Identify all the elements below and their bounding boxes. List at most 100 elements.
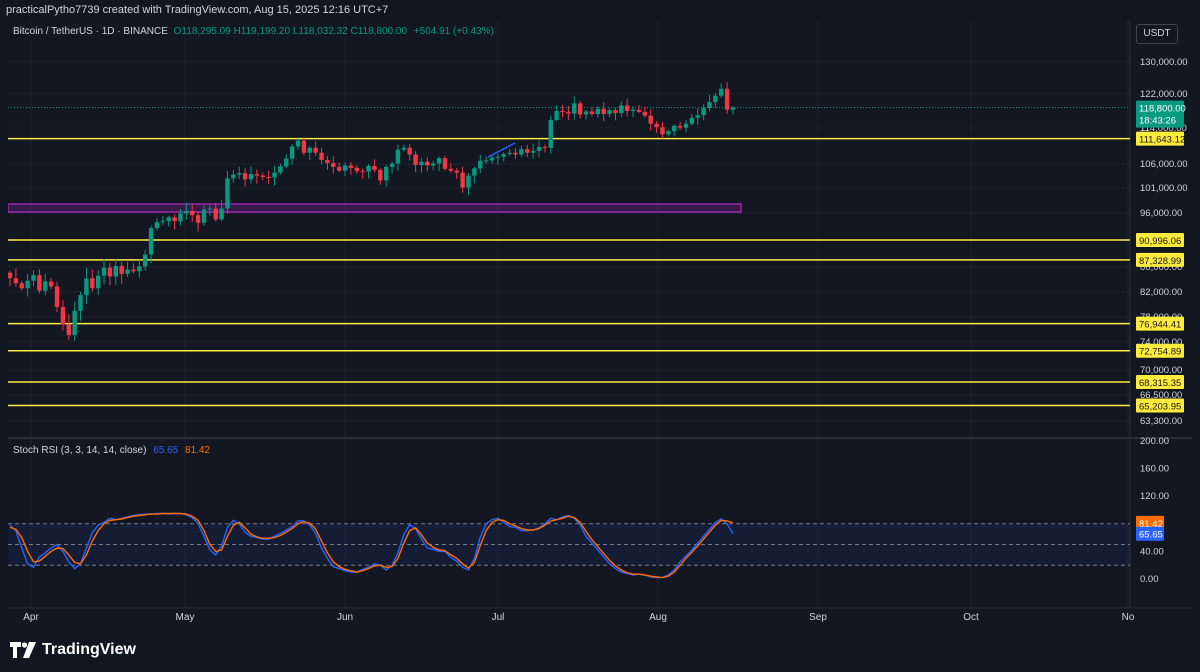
candle-body — [730, 107, 736, 110]
tradingview-logo-text: TradingView — [42, 641, 136, 658]
tradingview-logo[interactable]: TradingView — [10, 638, 136, 662]
chart-canvas[interactable]: 130,000.00 122,000.00 114,000.00 106,000.00… — [8, 20, 1192, 628]
candle-body — [478, 160, 483, 169]
price-axis-label: 96,000.00 — [1140, 208, 1182, 219]
candle-body — [313, 147, 318, 153]
candle-body — [31, 275, 36, 281]
candle-body — [719, 88, 724, 96]
price-axis-label: 122,000.00 — [1140, 89, 1188, 100]
candle-body — [519, 149, 524, 155]
price-axis-label: 86,000.00 — [1140, 262, 1182, 273]
candle-body — [172, 217, 177, 222]
candle-body — [348, 165, 354, 168]
candle-body — [713, 95, 718, 103]
time-axis-label: No — [1122, 612, 1135, 623]
candle-body — [472, 168, 477, 176]
candle-body — [595, 108, 601, 114]
chart-pane[interactable]: 130,000.00 122,000.00 114,000.00 106,000.00… — [8, 20, 1192, 628]
candle-body — [48, 281, 54, 287]
candle-body — [601, 108, 606, 114]
candle-body — [383, 166, 389, 181]
candle-body — [425, 161, 430, 166]
candle-body — [395, 149, 401, 164]
candle-body — [231, 174, 236, 179]
candle-body — [431, 163, 436, 166]
candle-body — [513, 152, 518, 155]
symbol-name[interactable]: Bitcoin / TetherUS · 1D · BINANCE — [13, 26, 168, 37]
price-axis-label: 74,000.00 — [1140, 337, 1182, 348]
level-badge-label: 90,996.06 — [1139, 236, 1181, 247]
candle-body — [66, 324, 71, 336]
price-axis-label: 66,500.00 — [1140, 390, 1182, 401]
time-axis-label: May — [176, 612, 195, 623]
price-axis-label: 82,000.00 — [1140, 287, 1182, 298]
candle-body — [483, 160, 489, 162]
level-badge — [1136, 252, 1184, 267]
candle-body — [630, 109, 636, 111]
candle-body — [90, 278, 95, 289]
last-price-label: 118,800.00 — [1139, 104, 1186, 115]
candle-body — [407, 147, 412, 155]
candle-body — [166, 217, 171, 222]
level-badge — [1136, 375, 1184, 390]
candle-body — [372, 165, 377, 170]
level-badge — [1136, 316, 1184, 331]
time-axis-label: Sep — [809, 612, 827, 623]
candle-body — [672, 125, 677, 132]
candle-body — [13, 278, 19, 284]
candle-body — [489, 157, 495, 161]
symbol-legend: Bitcoin / TetherUS · 1D · BINANCE O118,2… — [13, 26, 494, 37]
candle-body — [336, 166, 342, 171]
oscillator-axis-label: 40.00 — [1140, 546, 1164, 557]
level-badge-label: 65,203.95 — [1139, 402, 1181, 413]
candle-body — [178, 213, 183, 222]
candle-body — [495, 156, 501, 158]
candle-body — [119, 265, 124, 274]
last-price-badge — [1136, 100, 1184, 128]
candle-body — [43, 281, 48, 291]
price-axis-label: 63,300.00 — [1140, 416, 1182, 427]
candle-body — [72, 310, 77, 336]
candle-body — [207, 208, 213, 210]
candle-body — [125, 269, 130, 274]
stoch-rsi-title[interactable]: Stoch RSI (3, 3, 14, 14, close) — [13, 445, 147, 456]
candle-body — [289, 146, 295, 159]
candle-body — [319, 152, 324, 160]
candle-body — [366, 165, 371, 172]
oscillator-axis-label: 160.00 — [1140, 464, 1169, 475]
stoch-k-badge — [1136, 526, 1164, 541]
candle-body — [272, 172, 277, 178]
candle-body — [695, 115, 700, 118]
time-axis-label: Apr — [23, 612, 39, 623]
candle-body — [607, 110, 612, 114]
price-axis-label: 114,000.00 — [1140, 123, 1187, 134]
time-axis-label: Oct — [963, 612, 979, 623]
candle-body — [60, 307, 66, 325]
level-badge-label: 87,328.99 — [1139, 256, 1181, 267]
tradingview-logo-icon — [10, 642, 36, 658]
currency-button[interactable]: USDT — [1136, 24, 1178, 44]
ohlc-values: O118,295.09 H119,199.20 L118,032.32 C118… — [173, 26, 408, 37]
chart-header: practicalPytho7739 created with TradingV… — [0, 0, 1200, 20]
candle-body — [613, 110, 618, 114]
candle-body — [278, 166, 283, 173]
candle-body — [542, 146, 548, 148]
level-badge — [1136, 233, 1184, 248]
candle-body — [677, 125, 683, 128]
candle-body — [137, 266, 142, 272]
price-axis-label: 106,000.00 — [1140, 159, 1188, 170]
candle-body — [566, 111, 571, 114]
oscillator-axis-label: 0.00 — [1140, 574, 1159, 585]
candle-body — [142, 254, 148, 267]
candle-body — [648, 115, 653, 124]
level-badge — [1136, 131, 1184, 146]
price-axis-label: 130,000.00 — [1140, 57, 1188, 68]
level-badge — [1136, 343, 1184, 358]
candle-body — [195, 215, 201, 223]
candle-body — [342, 165, 348, 171]
candle-body — [636, 109, 642, 112]
oscillator-axis-label: 200.00 — [1140, 436, 1169, 447]
candle-body — [419, 161, 424, 165]
time-axis-label: Aug — [649, 612, 667, 623]
candle-body — [19, 283, 24, 289]
